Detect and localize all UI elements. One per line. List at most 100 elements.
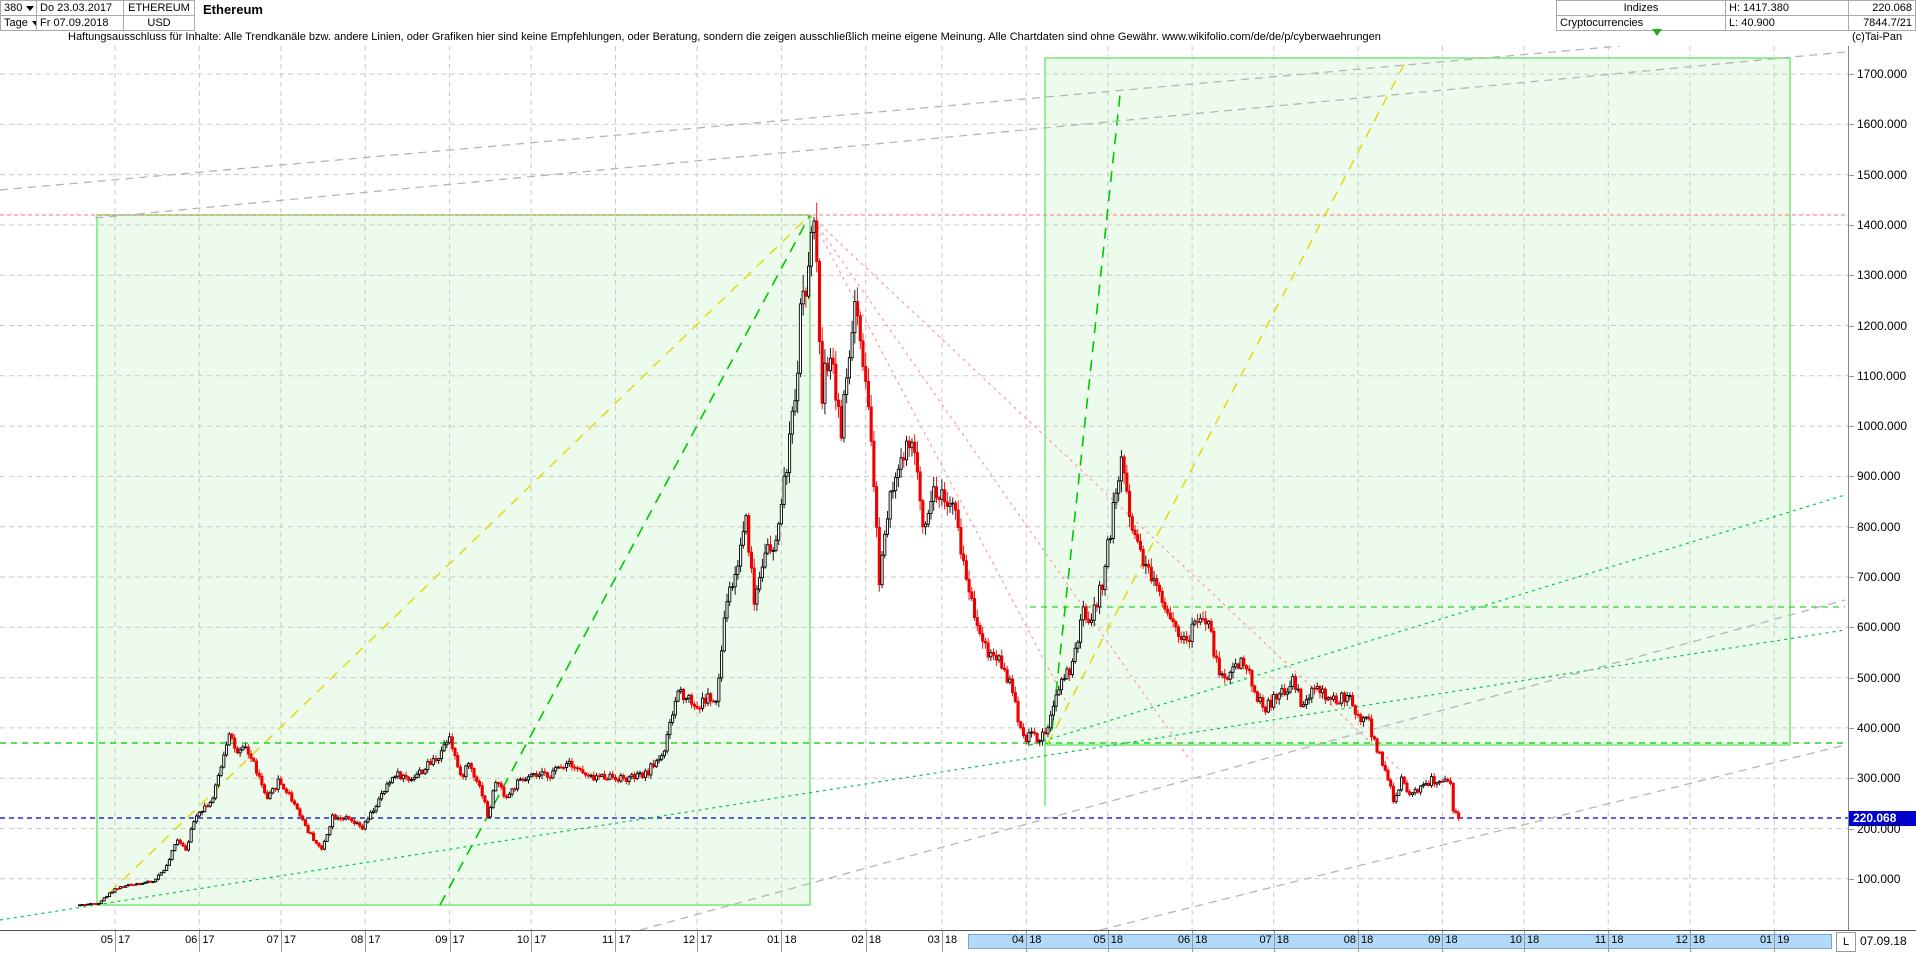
month-tick xyxy=(1026,931,1028,952)
chevron-down-icon xyxy=(31,20,40,26)
candle-body xyxy=(529,774,533,778)
yellow-trend-2018 xyxy=(1047,56,1409,744)
candle-body xyxy=(826,362,830,372)
candle-body xyxy=(235,747,239,754)
candle-body xyxy=(1068,668,1072,676)
candle-body xyxy=(279,778,283,785)
candle-body xyxy=(1057,689,1061,696)
candle-body xyxy=(654,760,658,768)
candle-body xyxy=(695,705,699,709)
candle-body xyxy=(1030,731,1034,734)
price-tick-label: 800.000 xyxy=(1857,519,1901,534)
candle-body xyxy=(801,290,805,305)
month-tick xyxy=(865,931,867,952)
year-label: 18 xyxy=(944,934,958,946)
candle-body xyxy=(246,746,250,755)
candle-body xyxy=(913,441,917,454)
candle-body xyxy=(167,858,171,866)
candle-body xyxy=(464,765,468,778)
candle-body xyxy=(1446,778,1450,782)
candle-body xyxy=(861,340,865,367)
candle-body xyxy=(543,771,547,774)
candle-body xyxy=(1435,782,1439,785)
candle-body xyxy=(1375,738,1379,753)
bars-count-dropdown[interactable]: 380 xyxy=(0,0,37,16)
candle-body xyxy=(562,766,566,769)
candle-body xyxy=(1228,671,1232,680)
candle-body xyxy=(1079,619,1083,643)
group-row2-label[interactable]: Cryptocurrencies xyxy=(1556,15,1726,31)
month-label: 09 xyxy=(435,934,448,946)
candle-body xyxy=(1329,697,1333,700)
candle-body xyxy=(624,777,628,782)
month-tick xyxy=(941,931,943,952)
candle-body xyxy=(943,489,947,503)
candle-body xyxy=(608,773,612,780)
candle-body xyxy=(1334,695,1338,704)
candle-body xyxy=(1389,779,1393,787)
month-label: 10 xyxy=(1509,934,1522,946)
period-dropdown[interactable]: Tage xyxy=(0,15,40,31)
candle-body xyxy=(412,777,416,780)
candle-body xyxy=(937,497,941,500)
candle-body xyxy=(747,515,751,553)
candle-body xyxy=(524,779,528,782)
candle-body xyxy=(121,886,125,889)
candle-body xyxy=(836,399,841,407)
currency-label: USD xyxy=(123,15,195,31)
candle-body xyxy=(613,776,618,780)
candle-body xyxy=(1370,718,1374,738)
candle-body xyxy=(1111,502,1115,539)
candle-body xyxy=(298,808,302,817)
candle-body xyxy=(902,457,906,461)
candle-body xyxy=(363,821,367,830)
candle-body xyxy=(1051,705,1055,716)
group-row1-label[interactable]: Indizes xyxy=(1556,0,1726,16)
month-label: 04 xyxy=(1011,934,1025,946)
candle-body xyxy=(630,774,634,778)
price-tick-label: 200.000 xyxy=(1857,821,1901,836)
candle-body xyxy=(407,776,411,781)
candle-body xyxy=(752,567,756,605)
candle-body xyxy=(1288,685,1292,693)
gray-trend-lower-a xyxy=(639,599,1846,930)
candle-body xyxy=(777,523,781,541)
green-trend-apr-2018 xyxy=(1051,94,1121,731)
candle-body xyxy=(641,772,645,778)
date-from-field[interactable]: Do 23.03.2017 xyxy=(36,0,124,16)
price-tick-label: 1400.000 xyxy=(1857,217,1908,232)
candle-body xyxy=(823,362,827,404)
candle-body xyxy=(798,303,802,374)
candle-body xyxy=(1209,620,1213,632)
candle-body xyxy=(385,783,389,792)
price-tick xyxy=(1849,74,1854,75)
year-label: 17 xyxy=(283,934,297,946)
candle-body xyxy=(1187,639,1191,642)
last-price-marker: 220.068 xyxy=(1849,811,1916,826)
instrument-title: Ethereum xyxy=(200,1,266,17)
time-range-scrollbar[interactable] xyxy=(968,934,1832,949)
date-to-field[interactable]: Fr 07.09.2018 xyxy=(36,15,124,31)
candle-body xyxy=(953,502,958,511)
candle-body xyxy=(282,783,286,790)
candle-body xyxy=(390,777,394,784)
price-tick-label: 1600.000 xyxy=(1857,117,1908,132)
candle-body xyxy=(774,539,778,551)
candlestick-chart-canvas[interactable] xyxy=(0,46,1848,930)
candle-body xyxy=(910,441,914,449)
month-tick xyxy=(1273,931,1275,952)
candle-body xyxy=(377,798,381,807)
candle-body xyxy=(1081,606,1085,621)
candle-body xyxy=(1196,620,1200,623)
last-bar-button[interactable]: L xyxy=(1836,932,1856,952)
month-label: 07 xyxy=(266,934,279,946)
month-label: 01 xyxy=(767,934,780,946)
candle-body xyxy=(467,763,471,767)
candle-body xyxy=(858,315,862,342)
candle-body xyxy=(426,761,430,770)
candle-body xyxy=(711,700,715,703)
candle-body xyxy=(195,815,199,823)
candle-body xyxy=(88,903,93,905)
candle-body xyxy=(284,788,288,793)
candle-body xyxy=(1114,492,1118,503)
